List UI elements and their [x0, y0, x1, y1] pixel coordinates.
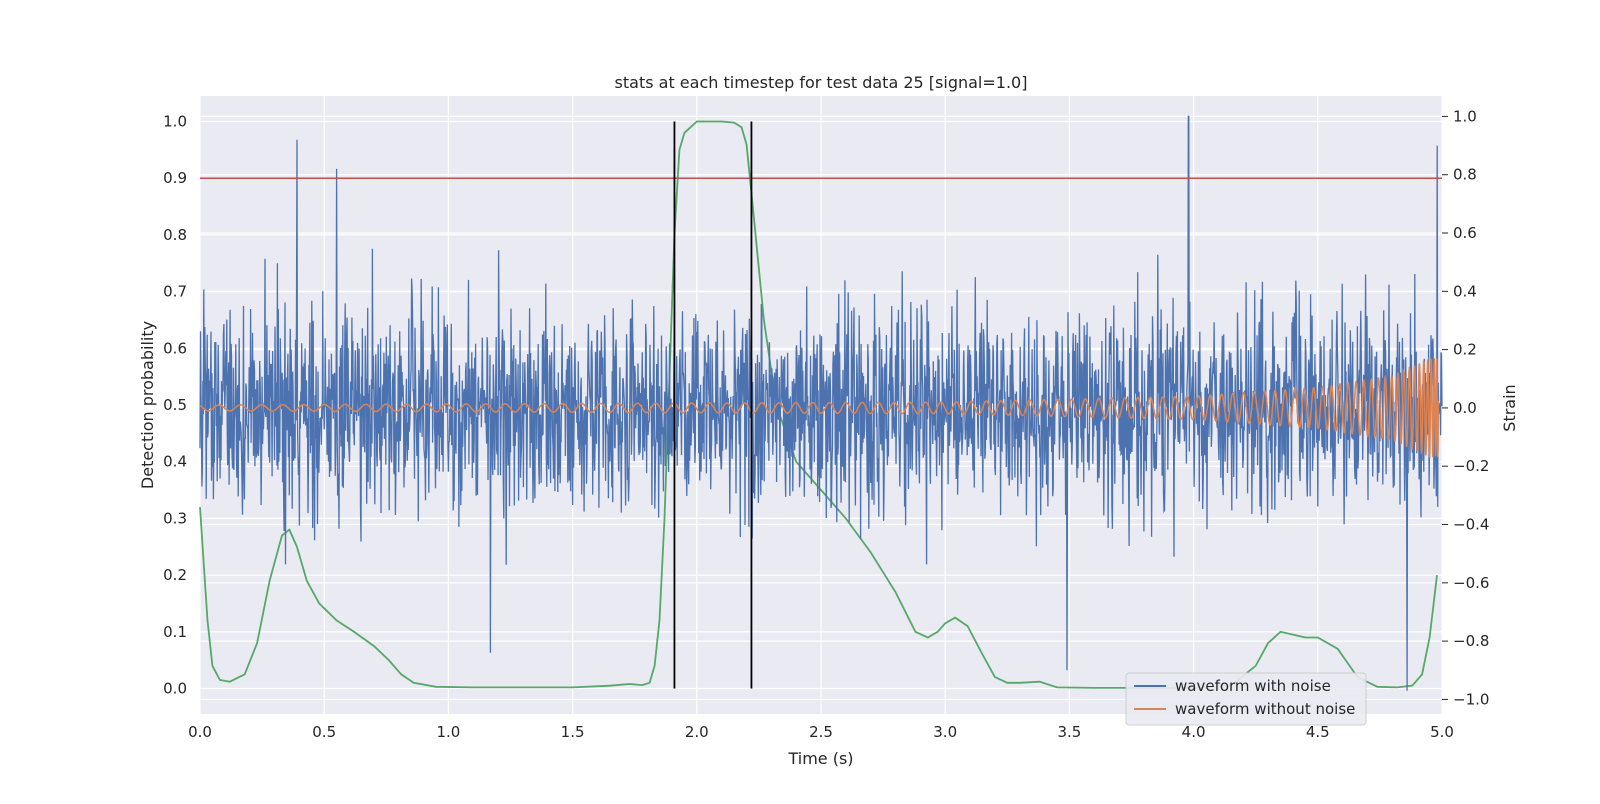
y-tick-label: 0.3	[163, 509, 187, 527]
y-tick-label: 0.8	[163, 226, 187, 244]
y-tick-label: 0.1	[163, 623, 187, 641]
detection-probability-layer	[199, 120, 1438, 689]
legend-label-clean: waveform without noise	[1175, 700, 1355, 718]
x-tick-label: 4.5	[1306, 723, 1330, 741]
x-tick-label: 3.5	[1057, 723, 1081, 741]
x-tick-label: 2.5	[809, 723, 833, 741]
y2-tick-label: 0.6	[1453, 224, 1477, 242]
y2-tick-label: 0.4	[1453, 282, 1477, 300]
x-tick-label: 0.5	[312, 723, 336, 741]
x-tick-label: 1.5	[561, 723, 585, 741]
y2-tick-label: −1.0	[1453, 690, 1489, 708]
y-tick-label: 0.0	[163, 679, 187, 697]
y-axis-title: Detection probability	[138, 321, 157, 489]
y-tick-label: 0.7	[163, 283, 187, 301]
y-tick-label: 0.2	[163, 566, 187, 584]
x-tick-label: 5.0	[1430, 723, 1454, 741]
noisy-waveform-layer	[199, 115, 1443, 691]
y-tick-label: 0.5	[163, 396, 187, 414]
x-axis-title: Time (s)	[787, 749, 853, 768]
x-tick-label: 1.0	[436, 723, 460, 741]
legend-box	[1125, 672, 1367, 726]
clean-waveform-layer	[199, 357, 1440, 458]
y2-tick-label: −0.6	[1453, 574, 1489, 592]
y-tick-label: 0.9	[163, 169, 187, 187]
x-tick-label: 2.0	[685, 723, 709, 741]
x-tick-label: 4.0	[1182, 723, 1206, 741]
y-tick-label: 0.6	[163, 339, 187, 357]
x-tick-label: 0.0	[188, 723, 212, 741]
noisy-waveform-line	[199, 115, 1443, 691]
y2-tick-label: −0.8	[1453, 632, 1489, 650]
chart-title: stats at each timestep for test data 25 …	[615, 73, 1028, 92]
y2-tick-label: 0.8	[1453, 166, 1477, 184]
y-tick-labels: 0.0 0.1 0.2 0.3 0.4 0.5 0.6 0.7 0.8 0.9 1.0	[163, 113, 187, 698]
x-tick-label: 3.0	[933, 723, 957, 741]
legend-label-noise: waveform with noise	[1175, 677, 1331, 695]
window-markers-layer	[200, 121, 1442, 689]
legend: waveform with noise waveform without noi…	[1125, 672, 1367, 726]
y2-tick-label: −0.4	[1453, 516, 1489, 534]
y-tick-label: 1.0	[163, 113, 187, 131]
detection-probability-line	[199, 120, 1438, 689]
x-tick-labels: 0.0 0.5 1.0 1.5 2.0 2.5 3.0 3.5 4.0 4.5 5.0	[188, 723, 1454, 741]
y2-tick-labels: −1.0 −0.8 −0.6 −0.4 −0.2 0.0 0.2 0.4 0.6 0.8 1.0	[1442, 107, 1489, 708]
y2-tick-label: −0.2	[1453, 457, 1489, 475]
y-tick-label: 0.4	[163, 453, 187, 471]
y2-axis-title: Strain	[1500, 384, 1519, 431]
y2-tick-label: 0.0	[1453, 399, 1477, 417]
y2-tick-label: 1.0	[1453, 107, 1477, 125]
clean-waveform-line	[199, 357, 1440, 458]
y2-tick-label: 0.2	[1453, 341, 1477, 359]
